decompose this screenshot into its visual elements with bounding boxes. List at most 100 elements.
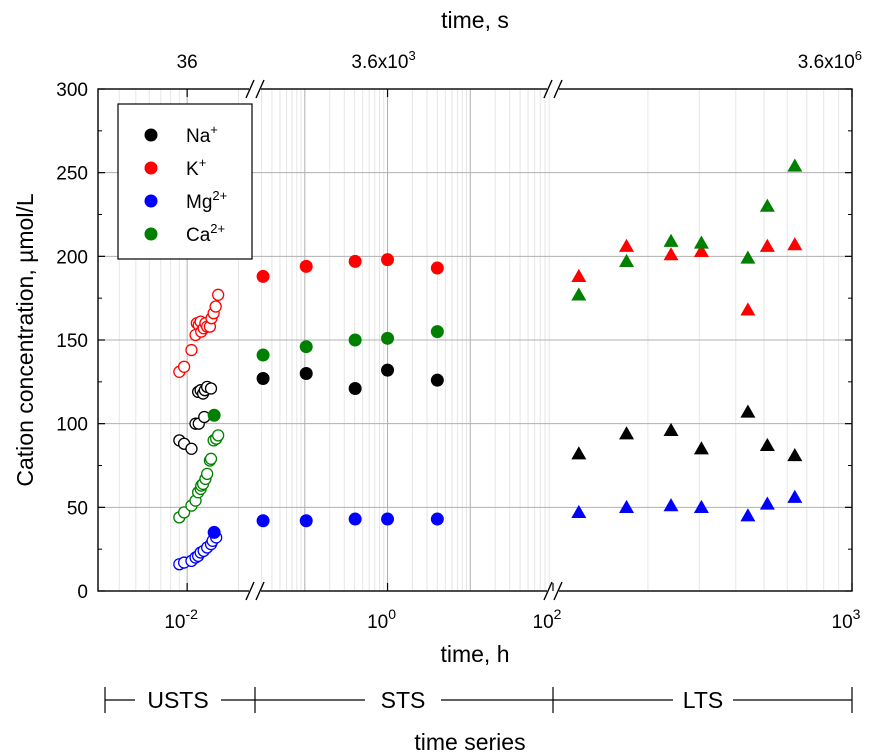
x-tick-label-bottom-base: 10 xyxy=(533,612,554,633)
mg-triangle-point xyxy=(619,499,635,513)
k-open-circle-point xyxy=(185,343,198,357)
legend-label-ca-superscript: 2+ xyxy=(210,221,225,236)
na-filled-circle-point xyxy=(299,366,313,380)
k-triangle-point xyxy=(619,238,635,252)
legend-label-mg-superscript: 2+ xyxy=(212,188,227,203)
k-filled-circle-point xyxy=(348,254,362,268)
mg-triangle-point xyxy=(693,499,709,513)
ca-triangle-point xyxy=(740,250,756,264)
series-label-lts: LTS xyxy=(683,687,723,713)
ca-triangle-point xyxy=(571,287,587,301)
break-sts-lts-slash xyxy=(553,79,563,99)
k-triangle-point xyxy=(693,243,709,257)
legend: Na+K+Mg2+Ca2+ xyxy=(117,103,253,260)
ca-filled-circle-point xyxy=(207,408,221,422)
mg-triangle-point xyxy=(759,496,775,510)
k-triangle-point xyxy=(759,238,775,252)
x-tick-label-top: 3.6x103 xyxy=(351,48,415,73)
legend-box xyxy=(117,103,253,260)
na-filled-circle-point xyxy=(381,363,395,377)
x-tick-label-bottom-base: 10 xyxy=(832,612,853,633)
legend-label-k-superscript: + xyxy=(199,155,207,170)
na-triangle-point xyxy=(740,404,756,418)
x-tick-label-top-base: 36 xyxy=(177,52,198,73)
k-filled-circle-point xyxy=(381,253,395,267)
x-tick-label-bottom-base: 10 xyxy=(164,612,185,633)
ca-filled-circle-point xyxy=(256,348,270,362)
na-filled-circle-point xyxy=(256,371,270,385)
y-tick-label: 150 xyxy=(56,331,88,352)
x-axis-title-bottom: time, h xyxy=(440,641,509,667)
legend-label-mg-base: Mg xyxy=(186,192,212,213)
x-tick-label-bottom-base: 10 xyxy=(367,612,388,633)
na-triangle-point xyxy=(571,446,587,460)
plot-frame xyxy=(97,79,853,601)
na-filled-circle-point xyxy=(430,373,444,387)
x-tick-label-bottom-exponent: 3 xyxy=(853,606,861,622)
legend-label-ca-base: Ca xyxy=(186,225,211,246)
legend-marker-k xyxy=(144,161,158,175)
na-triangle-point xyxy=(619,426,635,440)
k-filled-circle-point xyxy=(256,269,270,283)
na-triangle-point xyxy=(663,422,679,436)
break-usts-sts-slash xyxy=(245,581,255,601)
k-open-circle-point xyxy=(177,360,191,373)
series-label-gap xyxy=(673,686,733,714)
x-tick-label-top: 36 xyxy=(177,52,198,73)
legend-label-mg: Mg2+ xyxy=(186,188,227,213)
ca-triangle-point xyxy=(759,198,775,212)
x-tick-label-top-superscript: 6 xyxy=(855,48,862,63)
mg-filled-circle-point xyxy=(299,514,313,528)
y-tick-label: 50 xyxy=(67,498,88,519)
k-triangle-point xyxy=(571,268,587,283)
ca-open-circle-point xyxy=(212,429,225,442)
ca-filled-circle-point xyxy=(299,340,313,354)
mg-filled-circle-point xyxy=(430,512,444,526)
k-open-circle-point xyxy=(212,288,225,301)
series-label-gap xyxy=(365,686,441,714)
x-tick-label-bottom: 10-2 xyxy=(164,606,198,633)
y-tick-label: 300 xyxy=(56,80,88,101)
mg-filled-circle-point xyxy=(381,512,395,526)
legend-marker-mg xyxy=(144,194,158,208)
x-tick-label-top-base: 3.6x10 xyxy=(798,52,855,73)
mg-filled-circle-point xyxy=(256,514,270,528)
legend-marker-na xyxy=(144,128,158,142)
legend-marker-ca xyxy=(144,227,158,241)
na-open-circle-point xyxy=(185,442,198,455)
ca-filled-circle-point xyxy=(381,331,395,345)
ca-triangle-point xyxy=(619,253,635,267)
legend-label-na: Na+ xyxy=(186,122,218,147)
ca-open-circle-point xyxy=(204,452,218,465)
y-tick-label: 0 xyxy=(77,582,88,603)
x-axis-title-top: time, s xyxy=(441,7,509,33)
y-tick-label: 200 xyxy=(56,247,88,268)
k-triangle-point xyxy=(663,247,679,261)
legend-label-na-base: Na xyxy=(186,126,211,147)
x-axis-title-series: time series xyxy=(414,729,525,755)
break-usts-sts-gap xyxy=(249,86,261,92)
ca-open-circle-point xyxy=(200,467,214,481)
series-label-sts: STS xyxy=(381,687,426,713)
break-usts-sts-slash xyxy=(255,581,265,601)
mg-triangle-point xyxy=(787,489,803,503)
y-axis-title: Cation concentration, µmol/L xyxy=(12,193,38,486)
series-label-gap xyxy=(135,686,221,714)
mg-triangle-point xyxy=(740,508,756,522)
break-sts-lts-slash xyxy=(543,581,553,601)
ca-filled-circle-point xyxy=(348,333,362,347)
break-usts-sts-slash xyxy=(245,79,255,99)
k-filled-circle-point xyxy=(430,261,444,275)
x-tick-label-bottom-exponent: 0 xyxy=(388,606,396,622)
x-tick-label-bottom: 100 xyxy=(367,606,396,633)
legend-label-ca: Ca2+ xyxy=(186,221,225,246)
x-tick-label-bottom: 103 xyxy=(832,606,861,633)
x-tick-label-top: 3.6x106 xyxy=(798,48,862,73)
break-sts-lts-slash xyxy=(553,581,563,601)
series-label-usts: USTS xyxy=(147,687,208,713)
x-tick-label-bottom-exponent: 2 xyxy=(554,606,562,622)
plot-border xyxy=(97,88,853,592)
legend-label-k-base: K xyxy=(186,159,199,180)
x-tick-label-bottom-exponent: -2 xyxy=(185,606,198,622)
